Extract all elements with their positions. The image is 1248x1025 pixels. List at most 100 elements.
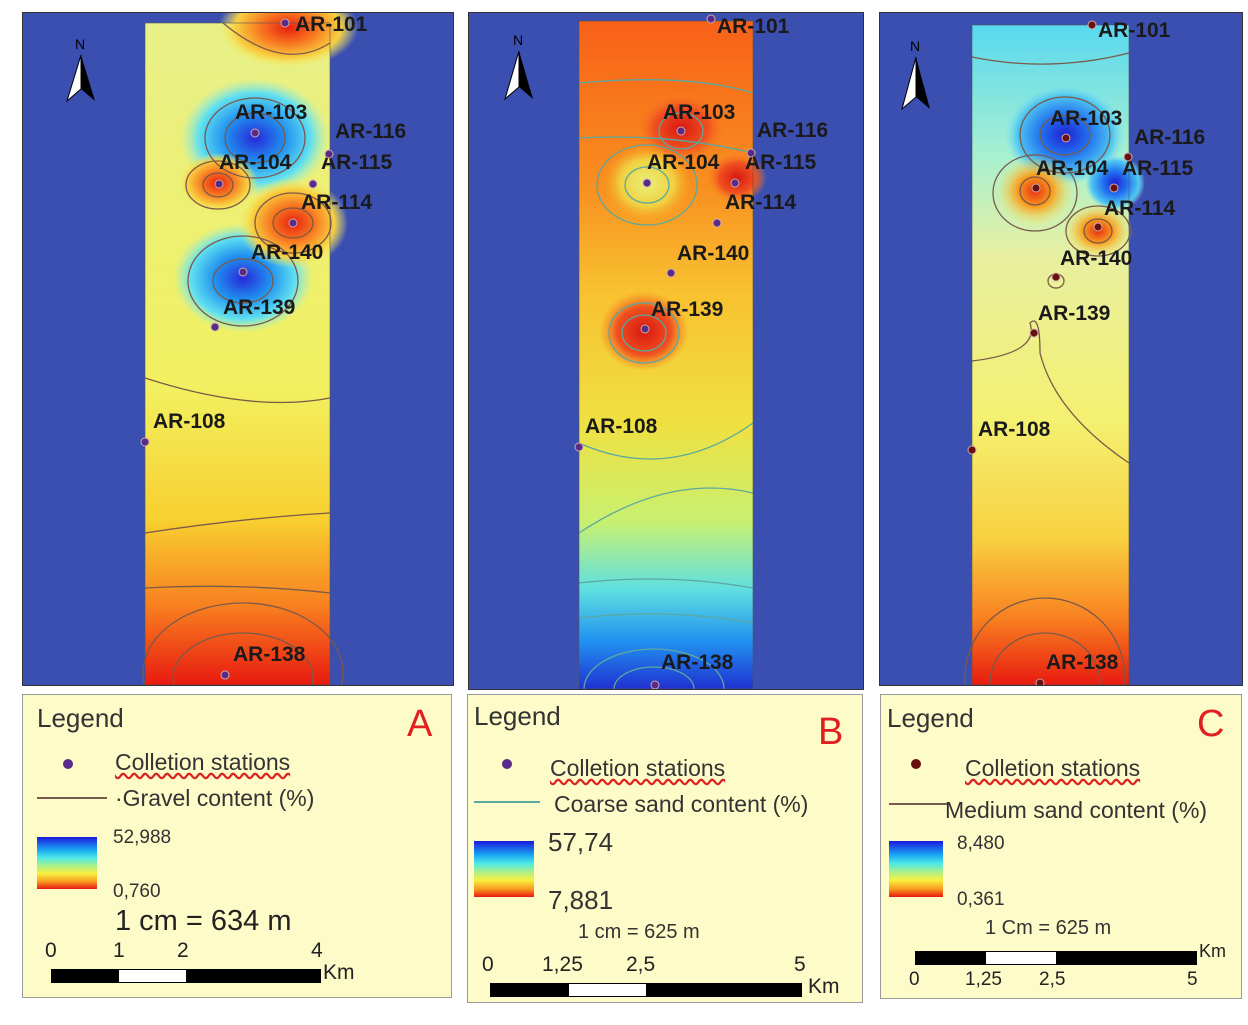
station-label: AR-139 (651, 298, 724, 321)
station-marker (666, 268, 676, 278)
contour-symbol (37, 797, 107, 799)
station-label: AR-140 (1060, 247, 1133, 270)
ramp-min: 0,760 (113, 881, 161, 902)
north-letter-c: N (910, 38, 920, 54)
station-marker (1061, 133, 1071, 143)
north-arrow-c: N (901, 38, 930, 111)
scale-bar (490, 983, 802, 997)
station-label: AR-140 (251, 241, 324, 264)
station-marker (730, 178, 740, 188)
scale-tick: 2,5 (1039, 969, 1066, 990)
station-marker (1031, 183, 1041, 193)
station-label: AR-101 (1098, 19, 1171, 42)
scale-tick: 2,5 (626, 953, 656, 976)
ramp-min: 0,361 (957, 889, 1005, 910)
station-label: AR-108 (153, 410, 226, 433)
content-legend-label: ·Gravel content (%) (115, 785, 315, 811)
ramp-max: 8,480 (957, 833, 1005, 854)
station-label: AR-101 (295, 13, 368, 36)
station-marker (967, 445, 977, 455)
scale-unit: Km (1199, 941, 1226, 961)
station-markers-a (140, 18, 334, 680)
scale-unit: Km (808, 975, 840, 998)
color-ramp (474, 841, 534, 897)
ramp-max: 57,74 (548, 827, 614, 857)
legend-b: Legend B Colletion stations Coarse sand … (467, 694, 863, 1003)
scale-tick: 1 (113, 939, 125, 962)
station-label: AR-104 (219, 151, 292, 174)
station-label: AR-104 (1036, 157, 1109, 180)
station-markers-c (967, 20, 1133, 685)
station-label: AR-114 (1104, 197, 1176, 220)
station-marker (140, 437, 150, 447)
station-marker (642, 178, 652, 188)
station-marker (1029, 328, 1039, 338)
station-marker (238, 267, 248, 277)
legend-title: Legend (37, 703, 124, 733)
station-label: AR-108 (978, 418, 1051, 441)
station-marker (250, 128, 260, 138)
station-marker (676, 126, 686, 136)
station-label: AR-140 (677, 242, 750, 265)
scale-text: 1 Cm = 625 m (985, 917, 1112, 939)
contour-symbol (889, 803, 949, 805)
station-label: AR-114 (725, 191, 797, 214)
color-ramp (37, 837, 97, 889)
map-c: N AR-101 AR-103 AR-116 AR-104 AR-115 AR-… (879, 12, 1243, 686)
station-marker (574, 442, 584, 452)
scale-tick: 1,25 (965, 969, 1002, 990)
north-arrow-a: N (66, 36, 95, 103)
scale-tick: 5 (794, 953, 806, 976)
station-marker (220, 670, 230, 680)
legend-title: Legend (474, 701, 561, 731)
scale-text: 1 cm = 625 m (578, 921, 700, 943)
station-marker (1093, 222, 1103, 232)
station-marker (280, 18, 290, 28)
scale-bar (915, 951, 1197, 965)
station-label: AR-114 (301, 191, 373, 214)
station-symbol (502, 759, 512, 769)
station-label: AR-138 (1046, 651, 1119, 674)
station-marker (288, 218, 298, 228)
station-label: AR-101 (717, 15, 790, 38)
ramp-min: 7,881 (548, 885, 614, 915)
north-arrow-b: N (504, 32, 533, 101)
panel-letter: A (407, 703, 433, 745)
station-marker (1035, 678, 1045, 685)
panel-letter: B (818, 711, 844, 753)
station-label: AR-116 (1134, 126, 1206, 149)
station-label: AR-115 (321, 151, 393, 174)
scale-unit: Km (323, 961, 355, 984)
map-b: N AR-101 AR-103 AR-116 AR-104 AR-115 AR-… (468, 12, 864, 690)
scale-tick: 0 (909, 969, 920, 990)
station-label: AR-116 (335, 120, 407, 143)
station-marker (1109, 183, 1119, 193)
station-marker (1123, 152, 1133, 162)
station-legend-label: Colletion stations (115, 749, 291, 775)
content-legend-label: Coarse sand content (%) (554, 791, 809, 817)
station-legend-label: Colletion stations (550, 755, 726, 781)
map-a: N AR-101 AR-103 AR-116 AR-104 AR-115 AR-… (22, 12, 454, 686)
contour-symbol (474, 801, 540, 803)
station-marker (214, 179, 224, 189)
station-marker (308, 179, 318, 189)
station-marker (746, 148, 756, 158)
station-label: AR-115 (1122, 157, 1194, 180)
station-symbol (63, 759, 73, 769)
legend-c: Legend C Colletion stations Medium sand … (880, 694, 1242, 999)
north-letter-a: N (75, 36, 85, 52)
station-label: AR-138 (661, 651, 734, 674)
station-marker (210, 322, 220, 332)
station-label: AR-103 (663, 101, 736, 124)
panel-letter: C (1197, 703, 1225, 745)
station-marker (324, 149, 334, 159)
station-label: AR-115 (745, 151, 817, 174)
station-legend-label: Colletion stations (965, 755, 1141, 781)
scale-bar (51, 969, 321, 983)
scale-tick: 0 (45, 939, 57, 962)
station-marker (706, 14, 716, 24)
legend-a: Legend A Colletion stations ·Gravel cont… (22, 694, 452, 998)
north-letter-b: N (513, 32, 523, 48)
legend-title: Legend (887, 703, 974, 733)
station-markers-b (574, 14, 756, 689)
